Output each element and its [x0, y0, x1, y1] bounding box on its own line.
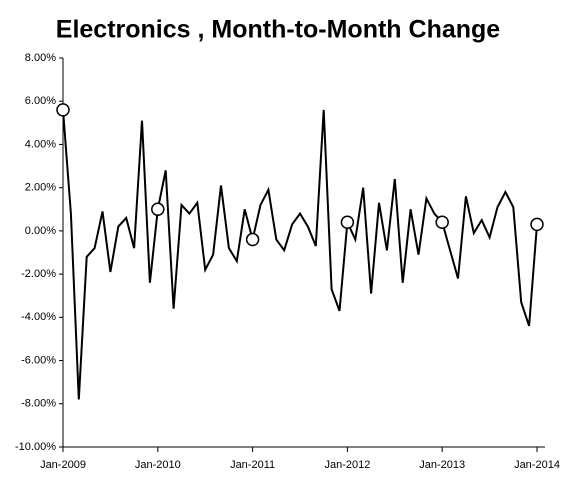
x-tick-label: Jan-2009 [40, 459, 86, 471]
x-tick-label: Jan-2014 [514, 459, 560, 471]
y-tick-label: 4.00% [25, 138, 56, 150]
y-tick-label: -2.00% [21, 268, 56, 280]
point-marker [56, 103, 70, 117]
y-tick-label: -10.00% [15, 441, 56, 453]
point-marker [435, 215, 449, 229]
point-marker [340, 215, 355, 229]
y-tick-label: -8.00% [21, 398, 56, 410]
x-tick-label: Jan-2013 [419, 459, 465, 471]
y-tick-label: -6.00% [21, 354, 56, 366]
point-marker [530, 217, 544, 232]
y-tick-label: 8.00% [25, 52, 56, 64]
y-tick-label: 2.00% [25, 182, 56, 194]
y-tick-label: 0.00% [25, 225, 56, 237]
series-line [62, 109, 538, 400]
x-tick-label: Jan-2010 [135, 459, 181, 471]
chart-title: Electronics , Month-to-Month Change [56, 16, 501, 44]
point-marker [245, 232, 260, 247]
y-tick-label: 6.00% [25, 95, 56, 107]
x-tick-label: Jan-2012 [324, 459, 370, 471]
x-tick-label: Jan-2011 [230, 459, 275, 471]
y-tick-label: -4.00% [21, 311, 56, 323]
point-marker [151, 202, 165, 217]
